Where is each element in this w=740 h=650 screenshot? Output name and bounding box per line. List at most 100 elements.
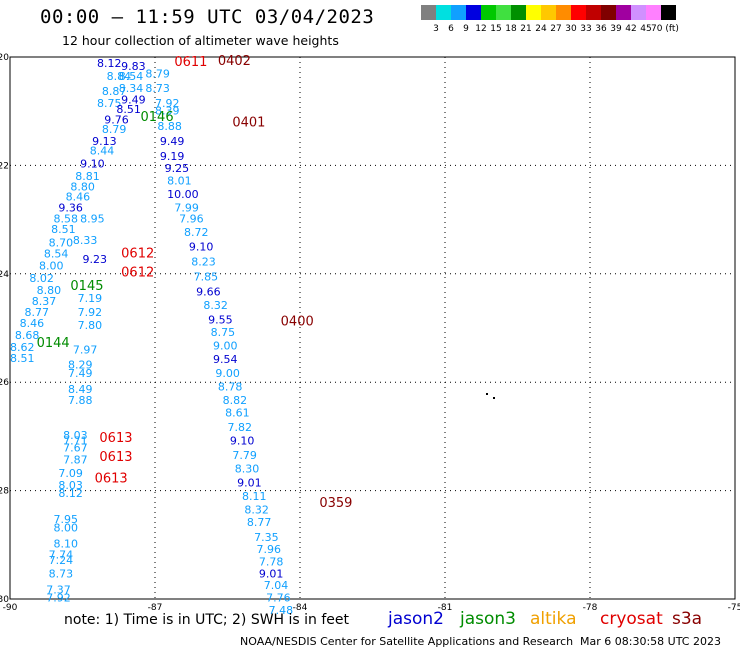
map-frame [9, 56, 736, 600]
pass-time-label: 0402 [218, 54, 251, 69]
swh-value: 9.66 [196, 285, 221, 298]
x-tick-label: -81 [438, 603, 453, 613]
legend-label: 18 [505, 24, 517, 34]
legend-swatch [481, 5, 496, 20]
swh-value: 7.48 [269, 604, 294, 617]
legend-unit-label: 70 (ft) [651, 24, 679, 34]
legend-swatch [436, 5, 451, 20]
legend-swatch [496, 5, 511, 20]
swh-value: 9.00 [213, 340, 238, 353]
swh-value: 8.01 [167, 174, 192, 187]
island-mark [486, 393, 488, 395]
legend-label: 21 [520, 24, 532, 34]
legend-label: 42 [625, 24, 637, 34]
swh-value: 8.44 [90, 145, 115, 158]
swh-value: 9.23 [83, 253, 108, 266]
swh-value: 7.80 [78, 319, 103, 332]
swh-value: 8.58 [54, 212, 79, 225]
pass-time-label: 0612 [121, 266, 154, 281]
swh-value: 8.77 [247, 516, 271, 529]
legend-swatch [511, 5, 526, 20]
swh-value: 9.00 [215, 367, 240, 380]
legend-label: 30 [565, 24, 577, 34]
island-mark [493, 397, 495, 399]
swh-value: 8.87 [102, 85, 127, 98]
swh-value: 8.12 [58, 487, 82, 500]
y-tick-label: -28 [0, 487, 9, 497]
swh-value: 7.35 [254, 531, 278, 544]
swh-value: 8.00 [54, 521, 79, 534]
swh-value: 8.39 [155, 104, 180, 117]
legend-swatch [571, 5, 586, 20]
swh-value: 7.92 [155, 97, 180, 110]
swh-value: 7.67 [63, 442, 88, 455]
y-tick-label: -26 [0, 378, 9, 388]
swh-value: 8.54 [44, 248, 68, 261]
legend-label: 12 [475, 24, 487, 34]
credit-timestamp: Mar 6 08:30:58 UTC 2023 [580, 635, 721, 648]
legend-swatch [601, 5, 616, 20]
x-tick-label: -75 [728, 603, 740, 613]
swh-value: 10.00 [167, 188, 199, 201]
swh-value: 9.10 [80, 158, 105, 171]
swh-value: 8.51 [10, 352, 35, 365]
swh-value: 8.81 [75, 170, 100, 183]
swh-value: 8.84 [107, 70, 131, 83]
swh-value: 9.83 [121, 60, 145, 73]
swh-value: 8.79 [102, 123, 127, 136]
legend-label: 45 [640, 24, 652, 34]
swh-value: 7.99 [174, 201, 199, 214]
swh-value: 7.49 [68, 367, 93, 380]
swh-value: 8.77 [25, 306, 50, 319]
swh-value: 7.82 [228, 421, 253, 434]
legend-label: 3 [433, 24, 439, 34]
swh-value: 8.32 [203, 299, 228, 312]
swh-value: 8.75 [97, 97, 122, 110]
x-tick-label: -84 [293, 603, 308, 613]
footer-note: note: 1) Time is in UTC; 2) SWH is in fe… [64, 612, 350, 628]
swh-value: 7.09 [58, 467, 82, 480]
x-tick-label: -87 [148, 603, 163, 613]
swh-value: 8.73 [49, 567, 74, 580]
swh-value: 7.37 [46, 584, 71, 597]
swh-value: 9.13 [92, 135, 117, 148]
swh-value: 7.92 [78, 306, 103, 319]
swh-value: 9.19 [160, 150, 185, 163]
legend-swatch [421, 5, 436, 20]
swh-value: 7.85 [194, 270, 219, 283]
y-tick-label: -20 [0, 53, 9, 63]
credit-text: NOAA/NESDIS Center for Satellite Applica… [240, 635, 574, 648]
pass-time-label: 0611 [174, 55, 207, 70]
swh-value: 8.00 [39, 259, 64, 272]
swh-value: 8.51 [116, 103, 141, 116]
swh-value: 9.76 [104, 114, 129, 127]
swh-value: 9.25 [165, 162, 190, 175]
swh-value: 7.19 [78, 292, 103, 305]
swh-value: 7.97 [73, 343, 98, 356]
swh-value: 9.49 [160, 135, 185, 148]
swh-value: 8.82 [223, 394, 248, 407]
legend-label: 24 [535, 24, 547, 34]
swh-value: 8.23 [191, 256, 216, 269]
swh-value: 8.88 [157, 120, 182, 133]
swh-value: 8.03 [58, 479, 82, 492]
swh-value: 8.46 [66, 191, 91, 204]
swh-value: 8.54 [119, 70, 144, 83]
legend-label: 6 [448, 24, 454, 34]
swh-value: 8.12 [97, 57, 122, 70]
swh-value: 7.88 [68, 394, 93, 407]
x-tick-label: -90 [3, 603, 18, 613]
swh-value: 8.37 [32, 295, 57, 308]
swh-value: 8.80 [70, 180, 95, 193]
swh-value: 7.96 [179, 212, 204, 225]
legend-label: 15 [490, 24, 502, 34]
pass-time-label: 0613 [95, 471, 128, 486]
swh-value: 8.30 [235, 463, 260, 476]
pass-time-label: 0145 [70, 279, 103, 294]
swh-value: 7.71 [63, 435, 88, 448]
swh-value: 8.78 [218, 380, 243, 393]
swh-value: 9.10 [230, 435, 255, 448]
swh-value: 9.55 [208, 314, 233, 327]
swh-value: 7.24 [49, 554, 74, 567]
swh-value: 8.32 [244, 503, 269, 516]
